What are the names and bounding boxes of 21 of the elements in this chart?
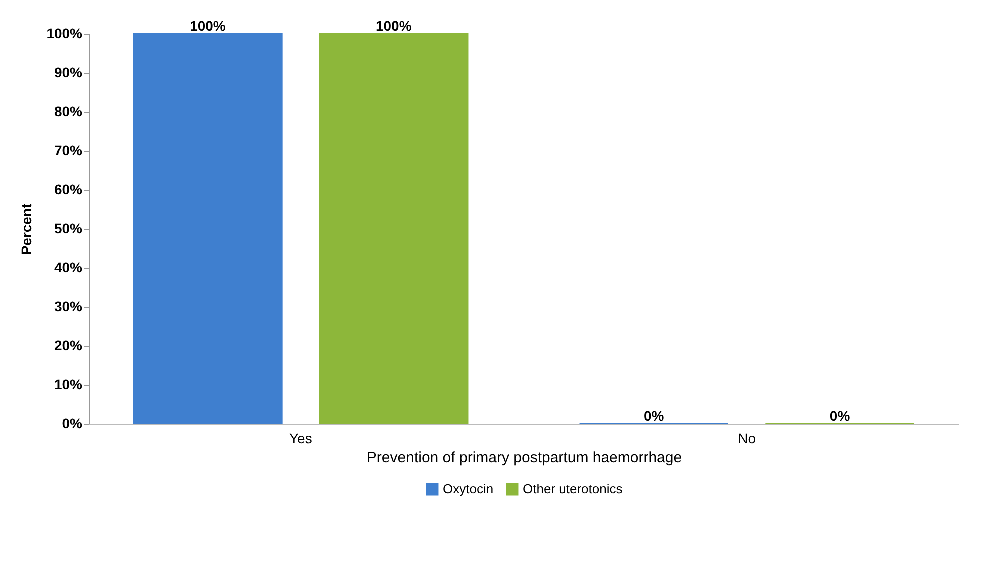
y-tick-label: 80% xyxy=(54,104,84,120)
data-label: 0% xyxy=(644,408,665,424)
y-axis-title: Percent xyxy=(18,203,35,256)
y-tick-label: 40% xyxy=(54,260,84,276)
y-tick-label: 20% xyxy=(54,338,84,354)
x-axis-title: Prevention of primary postpartum haemorrhage xyxy=(366,450,682,466)
data-label: 100% xyxy=(376,18,412,34)
y-tick-label: 50% xyxy=(54,220,84,236)
y-tick-label: 100% xyxy=(46,26,84,42)
y-tick-label: 70% xyxy=(54,142,84,158)
data-label: 100% xyxy=(190,18,226,34)
x-tick-label: No xyxy=(738,430,756,446)
y-tick-label: 0% xyxy=(62,416,84,432)
y-tick-label: 10% xyxy=(54,376,84,392)
data-label: 0% xyxy=(830,408,851,424)
legend-label: Oxytocin xyxy=(443,482,494,497)
y-tick-label: 90% xyxy=(54,64,84,80)
x-tick-label: Yes xyxy=(290,430,312,446)
y-tick-label: 30% xyxy=(54,298,84,314)
y-tick-label: 60% xyxy=(54,182,84,198)
legend-label: Other uterotonics xyxy=(523,482,624,497)
